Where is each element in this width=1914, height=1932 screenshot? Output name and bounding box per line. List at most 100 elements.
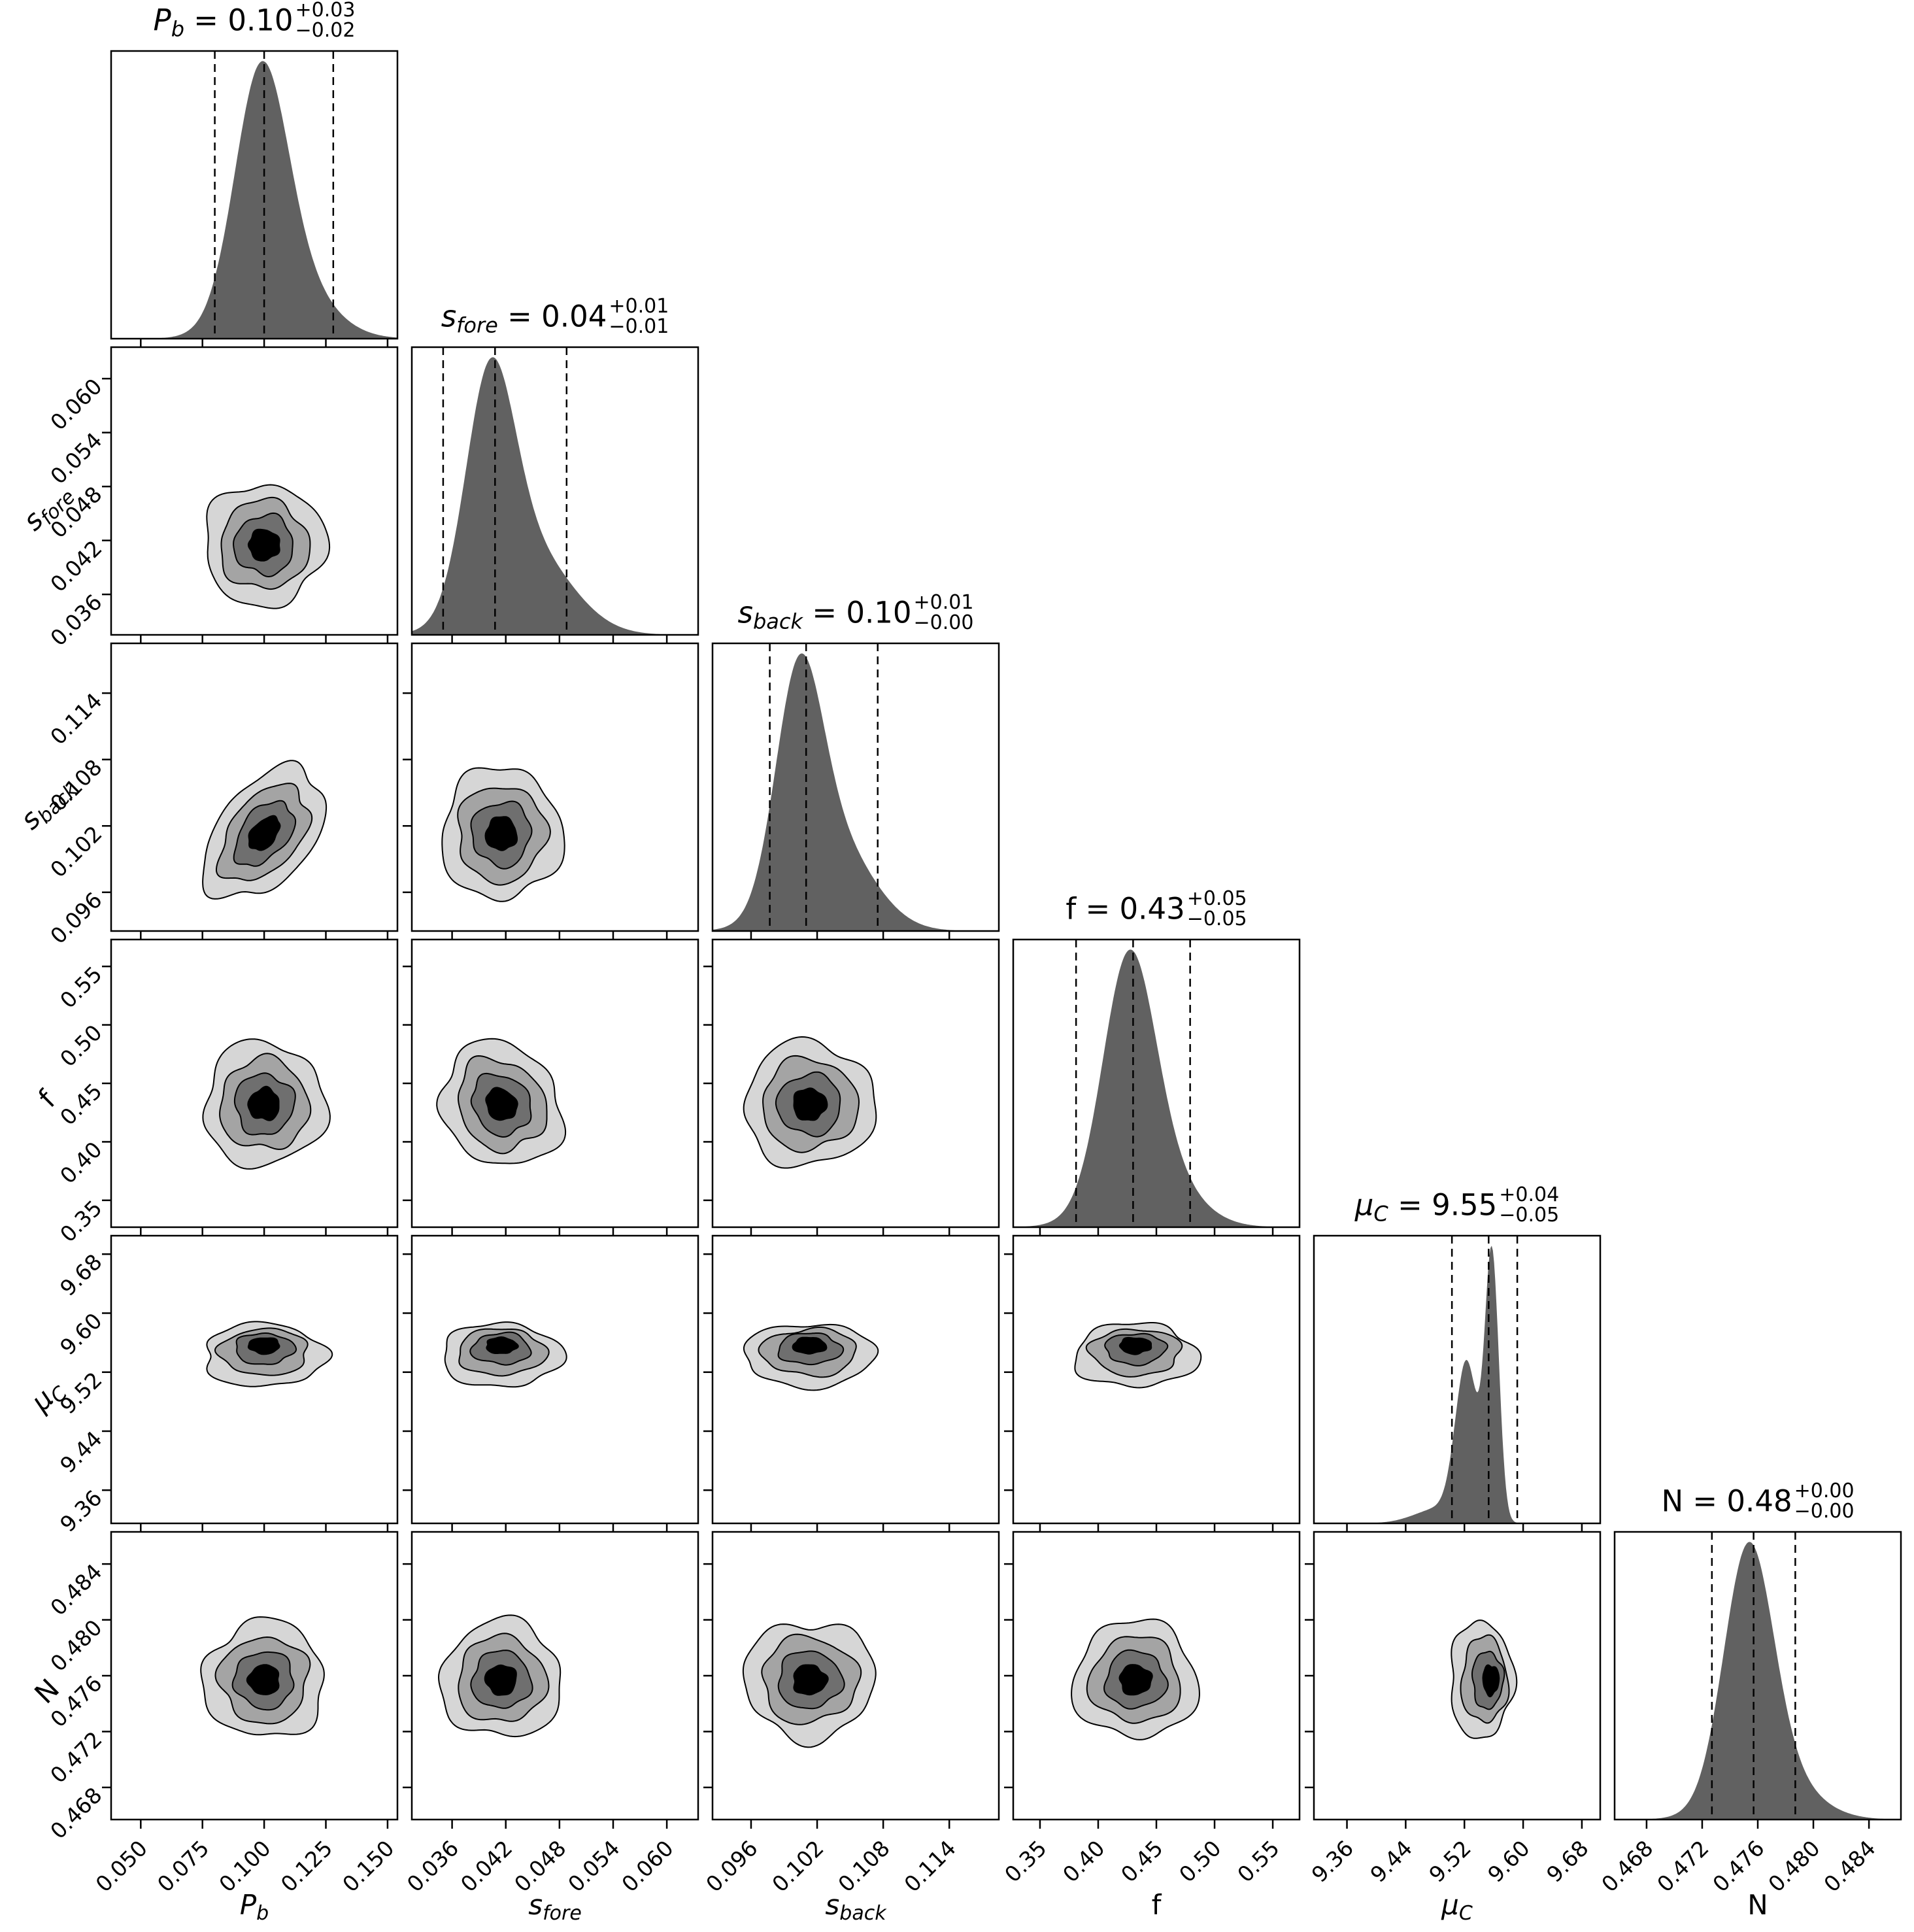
y-tick-label: 0.468 [45,1782,107,1844]
panel-border [411,938,699,1229]
y-tick-label: 0.102 [45,821,107,882]
panel-border [711,1234,1000,1525]
contour-level-4 [792,1336,828,1355]
y-tick-label: 0.060 [45,373,107,435]
x-axis-label-sfore: sfore [528,1889,582,1925]
x-tick-label: 0.45 [1116,1835,1168,1888]
x-tick-label: 0.40 [1058,1835,1110,1888]
contour-panel-N-vs-Pb: 0.050 0.075 0.100 0.125 0.1500.4680.4720.476… [45,1531,399,1897]
contour-panel-N-vs-f: 0.35 0.40 0.45 0.50 0.55 [999,1531,1301,1888]
contour-level-4 [247,528,280,562]
contour-level-4 [793,1087,828,1121]
y-axis-label-f: f [32,1083,62,1113]
panel-border [711,1531,1000,1821]
contour-level-4 [247,1085,280,1121]
contour-level-4 [486,1336,519,1354]
contour-level-4 [1118,1336,1152,1355]
panel-border [1313,1531,1602,1821]
hist-panel-Pb [110,50,399,348]
x-tick-label: 9.60 [1483,1835,1535,1888]
x-tick-label: 0.042 [456,1835,517,1897]
y-tick-label: 9.44 [55,1426,107,1478]
x-tick-label: 0.468 [1596,1835,1658,1897]
y-tick-label: 0.484 [45,1559,107,1620]
x-axis-label-sback: sback [825,1889,887,1925]
x-tick-label: 0.50 [1174,1835,1226,1888]
x-tick-label: 0.55 [1232,1835,1284,1888]
x-tick-label: 9.44 [1366,1835,1418,1888]
y-tick-label: 0.114 [45,688,107,749]
x-tick-label: 0.036 [402,1835,463,1897]
y-axis-label-muC: μC [24,1373,72,1421]
y-tick-label: 0.042 [45,535,107,597]
panel-border [711,642,1000,932]
x-tick-label: 0.048 [509,1835,571,1897]
panel-border [1012,1234,1301,1525]
panel-border [1613,1531,1902,1821]
x-tick-label: 0.35 [999,1835,1052,1888]
y-tick-label: 0.054 [45,428,107,489]
y-tick-label: 0.036 [45,589,107,651]
contour-panel-muC-vs-sfore [403,1234,699,1533]
x-tick-label: 0.480 [1763,1835,1824,1897]
contour-panel-f-vs-Pb: 0.35 0.40 0.45 0.50 0.55 [55,938,399,1247]
contour-panel-f-vs-sfore [403,938,699,1236]
x-tick-label: 0.096 [701,1835,762,1897]
y-tick-label: 0.40 [55,1137,107,1189]
x-tick-label: 9.68 [1541,1835,1594,1888]
x-tick-label: 9.52 [1424,1835,1476,1888]
contour-panel-muC-vs-Pb: 9.369.449.529.609.68 [55,1234,399,1537]
y-tick-label: 0.480 [45,1615,107,1676]
contour-panel-muC-vs-f [1004,1234,1301,1533]
panel-border [110,938,399,1229]
y-tick-label: 0.50 [55,1020,107,1072]
panel-border [1012,1531,1301,1821]
contour-panel-f-vs-sback [703,938,1000,1236]
contour-level-4 [1118,1664,1153,1696]
contour-level-4 [485,1087,518,1121]
x-tick-label: 0.476 [1707,1835,1769,1897]
x-tick-label: 0.100 [214,1835,275,1897]
x-tick-label: 0.472 [1652,1835,1713,1897]
contour-panel-sback-vs-sfore [403,642,699,940]
x-tick-label: 0.102 [767,1835,828,1897]
panel-border [411,346,699,636]
hist-panel-sfore [411,346,699,644]
hist-panel-muC [1313,1234,1602,1533]
contour-level-4 [484,816,518,851]
x-axis-label-f: f [1152,1889,1162,1921]
panel-border [110,346,399,636]
x-tick-label: 9.36 [1307,1835,1359,1888]
x-tick-label: 0.054 [563,1835,624,1897]
x-tick-label: 0.075 [152,1835,214,1897]
panel-border [110,50,399,340]
contour-panel-N-vs-sback: 0.096 0.102 0.108 0.114 [701,1531,1000,1897]
x-tick-label: 0.108 [833,1835,894,1897]
contour-level-4 [793,1664,829,1696]
x-axis-label-N: N [1747,1889,1768,1921]
x-tick-label: 0.125 [276,1835,337,1897]
y-tick-label: 0.096 [45,887,107,949]
y-tick-label: 0.45 [55,1078,107,1130]
y-tick-label: 9.68 [55,1249,107,1301]
y-tick-label: 0.55 [55,961,107,1013]
histogram-density [412,357,698,635]
panel-border [110,1234,399,1525]
panel-border [411,1234,699,1525]
hist-panel-sback [711,642,1000,940]
histogram-density [713,653,999,931]
histogram-density [1314,1246,1600,1523]
hist-panel-f [1012,938,1301,1236]
contour-level-4 [247,1337,280,1355]
x-tick-label: 0.060 [616,1835,678,1897]
panel-border [1012,938,1301,1229]
contour-panel-muC-vs-sback [703,1234,1000,1533]
panel-border [411,642,699,932]
x-axis-label-Pb: Pb [240,1889,269,1925]
